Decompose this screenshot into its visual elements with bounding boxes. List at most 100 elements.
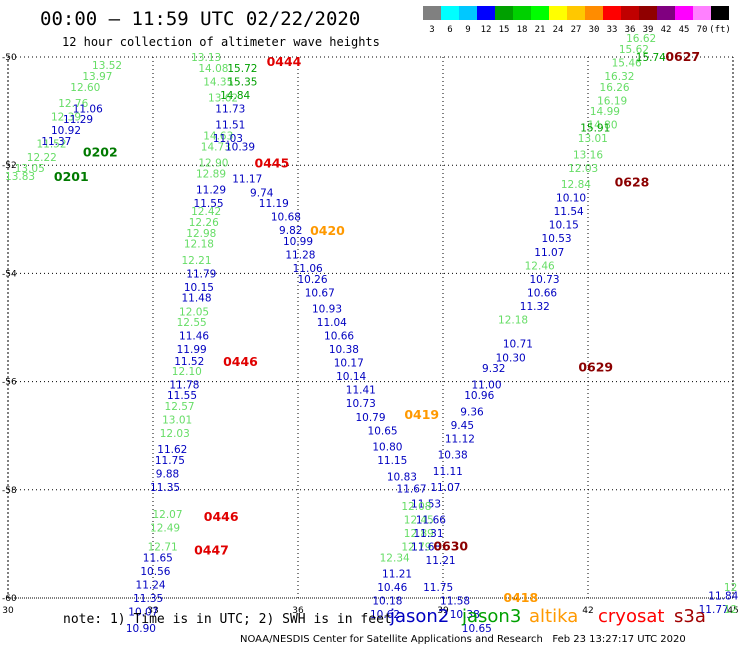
colorbar-swatch [675,6,693,20]
legend-altika: altika [529,606,579,627]
colorbar-swatch [693,6,711,20]
swh-value: 11.75 [155,455,185,467]
swh-value: 12.18 [498,314,528,326]
swh-value: 16.19 [597,95,627,107]
swh-value: 10.17 [334,358,364,370]
swh-value: 13.62 [208,93,238,105]
swh-value: 10.15 [549,220,579,232]
swh-value: 12.18 [184,239,214,251]
colorbar-swatch [549,6,567,20]
swh-value: 11.28 [285,249,315,261]
swh-value: 11.48 [181,293,211,305]
swh-value: 12.76 [58,98,88,110]
colorbar-swatch [441,6,459,20]
swh-value: 10.18 [372,596,402,608]
swh-value: 10.38 [450,609,480,621]
swh-value: 10.92 [51,125,81,137]
swh-value: 15.46 [612,57,642,69]
swh-value: 12.55 [177,317,207,329]
track-id-label: 0420 [310,223,345,238]
swh-value: 10.38 [438,450,468,462]
legend-cryosat: cryosat [598,606,665,627]
colorbar-swatch [477,6,495,20]
swh-value: 12.10 [172,366,202,378]
swh-value: 13.13 [191,52,221,64]
swh-value: 12.22 [27,152,57,164]
swh-value: 13.16 [573,149,603,161]
colorbar-swatch [711,6,729,20]
swh-value: 11.41 [346,385,376,397]
swh-value: 12.89 [196,168,226,180]
swh-value: 11.52 [174,356,204,368]
swh-value: 14.84 [220,90,250,102]
credit-line: NOAA/NESDIS Center for Satellite Applica… [240,634,686,645]
swh-value: 10.62 [370,609,400,621]
swh-value: 14.35 [203,76,233,88]
track-id-label: 0418 [503,590,538,605]
swh-value: 10.73 [529,274,559,286]
swh-value: 10.65 [462,623,492,635]
swh-value: 13.01 [162,414,192,426]
colorbar-label: 33 [607,25,618,35]
swh-value: 14.08 [198,63,228,75]
swh-value: 11.58 [440,596,470,608]
swh-value: 12.45 [404,515,434,527]
swh-value: 10.96 [464,390,494,402]
track-id-label: 0446 [204,509,239,524]
swh-value: 13.83 [5,171,35,183]
swh-value: 10.93 [312,304,342,316]
swh-value: 11.07 [534,247,564,259]
swh-value: 12.79 [401,542,431,554]
track-id-label: 0447 [194,542,229,557]
track-id-label: 0630 [433,539,468,554]
swh-value: 12.57 [165,401,195,413]
colorbar-swatch [657,6,675,20]
colorbar-swatch [531,6,549,20]
swh-value: 11.53 [411,498,441,510]
swh-value: 10.66 [324,331,354,343]
swh-value: 11.06 [293,263,323,275]
swh-value: 14.73 [201,141,231,153]
lat-tick-label: -50 [2,53,17,63]
swh-value: 11.35 [133,593,163,605]
swh-value: 16.32 [604,71,634,83]
colorbar-label: 12 [481,25,492,35]
track-id-label: 0629 [578,359,613,374]
colorbar-label: 9 [465,25,470,35]
swh-value: 14.99 [590,106,620,118]
swh-value: 10.07 [128,607,158,619]
swh-value: 12.42 [191,206,221,218]
swh-value: 10.79 [355,412,385,424]
swh-value: 14.80 [587,120,617,132]
legend-jason3: jason3 [462,606,522,627]
colorbar-label: 18 [517,25,528,35]
swh-value: 11.00 [471,379,501,391]
swh-value: 12.49 [150,523,180,535]
colorbar-label: 36 [625,25,636,35]
lon-tick-label: 42 [582,606,593,616]
swh-value: 14.63 [203,130,233,142]
swh-value: 11.29 [196,185,226,197]
track-id-label: 0628 [615,174,650,189]
swh-value: 11.46 [179,331,209,343]
swh-value: 12 [724,604,737,616]
swh-value: 11.68 [411,542,441,554]
swh-value: 10.53 [542,233,572,245]
swh-value: 12.84 [561,179,591,191]
swh-value: 13.97 [82,71,112,83]
swh-value: 15.62 [619,44,649,56]
plot-frame [7,56,734,599]
swh-value: 10.65 [368,425,398,437]
swh-value: 10.99 [283,236,313,248]
swh-value: 10.68 [271,212,301,224]
lat-tick-label: -56 [2,378,17,388]
swh-value: 13.52 [92,60,122,72]
colorbar-swatch [639,6,657,20]
swh-value: 10.83 [387,471,417,483]
swh-value: 12.98 [186,228,216,240]
swh-value: 10.90 [126,623,156,635]
swh-value: 10.30 [496,352,526,364]
swh-value: 11.78 [169,379,199,391]
swh-value: 10.14 [336,371,366,383]
swh-value: 11.15 [377,455,407,467]
